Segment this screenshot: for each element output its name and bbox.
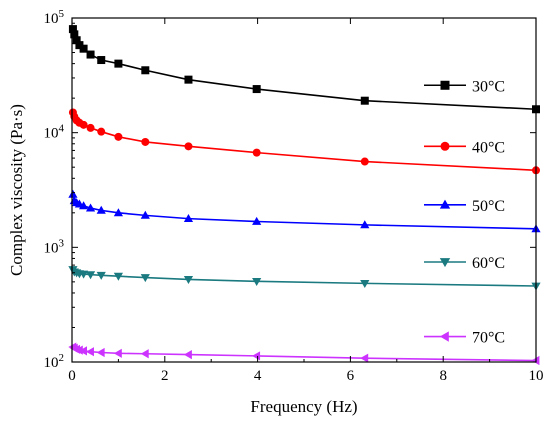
- x-axis-ticks: 0 2 4 6 8 10: [68, 18, 544, 384]
- x-tick-label: 0: [68, 368, 76, 384]
- legend-entry: 70°C: [424, 330, 505, 347]
- legend-entry: 40°C: [424, 139, 505, 156]
- y-tick-label: 103: [44, 237, 65, 256]
- legend-label: 40°C: [472, 139, 505, 156]
- data-point: [140, 210, 150, 219]
- data-point: [184, 75, 193, 84]
- data-point: [141, 66, 150, 75]
- series-0: [68, 25, 540, 114]
- x-tick-label: 4: [254, 368, 262, 384]
- data-point: [79, 120, 88, 129]
- legend-entry: 30°C: [424, 78, 505, 95]
- series-1: [68, 108, 540, 175]
- data-point: [360, 157, 369, 166]
- data-point: [85, 203, 96, 212]
- data-point: [79, 44, 88, 53]
- data-point: [360, 96, 369, 105]
- x-tick-label: 8: [439, 368, 447, 384]
- series-line: [72, 194, 537, 230]
- data-point: [97, 56, 106, 65]
- data-point: [113, 208, 123, 217]
- y-tick-exponent: 4: [59, 123, 65, 135]
- data-point: [114, 59, 123, 68]
- data-point: [96, 347, 105, 358]
- data-point: [252, 351, 261, 361]
- data-point: [79, 201, 89, 210]
- y-tick-exponent: 3: [59, 237, 65, 249]
- legend-label: 50°C: [472, 198, 505, 215]
- y-tick-base: 10: [44, 355, 59, 371]
- data-point: [114, 132, 123, 141]
- data-point: [86, 50, 95, 59]
- legend: 30°C 40°C 50°C 60°C 70°C: [424, 78, 505, 347]
- y-tick-base: 10: [44, 240, 59, 256]
- data-point: [86, 123, 95, 132]
- legend-marker: [440, 141, 450, 151]
- data-point: [252, 85, 261, 94]
- legend-label: 70°C: [472, 330, 505, 347]
- y-tick-exponent: 5: [59, 8, 65, 20]
- data-point: [360, 353, 369, 363]
- legend-label: 60°C: [472, 255, 505, 272]
- series-line: [72, 269, 537, 287]
- y-tick-base: 10: [44, 126, 59, 142]
- legend-label: 30°C: [472, 78, 505, 95]
- data-point: [140, 274, 150, 283]
- legend-marker: [439, 199, 451, 209]
- data-point: [68, 189, 78, 198]
- data-point: [79, 270, 89, 279]
- data-point: [252, 216, 262, 225]
- legend-marker: [440, 80, 450, 90]
- x-tick-label: 2: [161, 368, 169, 384]
- data-point: [85, 271, 96, 280]
- series-layer: [68, 25, 541, 366]
- data-point: [79, 346, 87, 356]
- data-point: [72, 36, 81, 45]
- data-point: [140, 349, 149, 359]
- data-point: [252, 148, 261, 157]
- series-4: [68, 342, 540, 366]
- data-point: [184, 142, 193, 151]
- legend-entry: 60°C: [424, 255, 505, 272]
- data-point: [70, 30, 79, 39]
- data-point: [360, 279, 370, 288]
- data-point: [113, 348, 122, 358]
- series-2: [68, 189, 541, 233]
- data-point: [360, 220, 370, 229]
- y-tick-base: 10: [44, 11, 59, 27]
- x-tick-label: 10: [529, 368, 544, 384]
- data-point: [141, 137, 150, 146]
- data-point: [96, 205, 106, 214]
- data-point: [183, 350, 192, 360]
- legend-entry: 50°C: [424, 198, 505, 215]
- y-tick-exponent: 2: [59, 352, 65, 364]
- x-axis-title: Frequency (Hz): [250, 397, 357, 416]
- x-tick-label: 6: [347, 368, 355, 384]
- legend-marker: [439, 258, 451, 268]
- y-tick-label: 105: [44, 8, 65, 27]
- legend-marker: [439, 331, 449, 342]
- data-point: [183, 276, 194, 285]
- data-point: [75, 41, 84, 50]
- data-point: [183, 214, 194, 223]
- y-tick-label: 102: [44, 352, 65, 371]
- y-axis-title: Complex viscosity (Pa·s): [7, 104, 26, 276]
- data-point: [97, 127, 106, 136]
- series-3: [68, 266, 541, 291]
- y-tick-label: 104: [44, 123, 65, 142]
- data-point: [74, 345, 83, 355]
- data-point: [113, 272, 123, 281]
- data-point: [96, 271, 106, 280]
- data-point: [252, 277, 262, 286]
- data-point: [85, 347, 94, 357]
